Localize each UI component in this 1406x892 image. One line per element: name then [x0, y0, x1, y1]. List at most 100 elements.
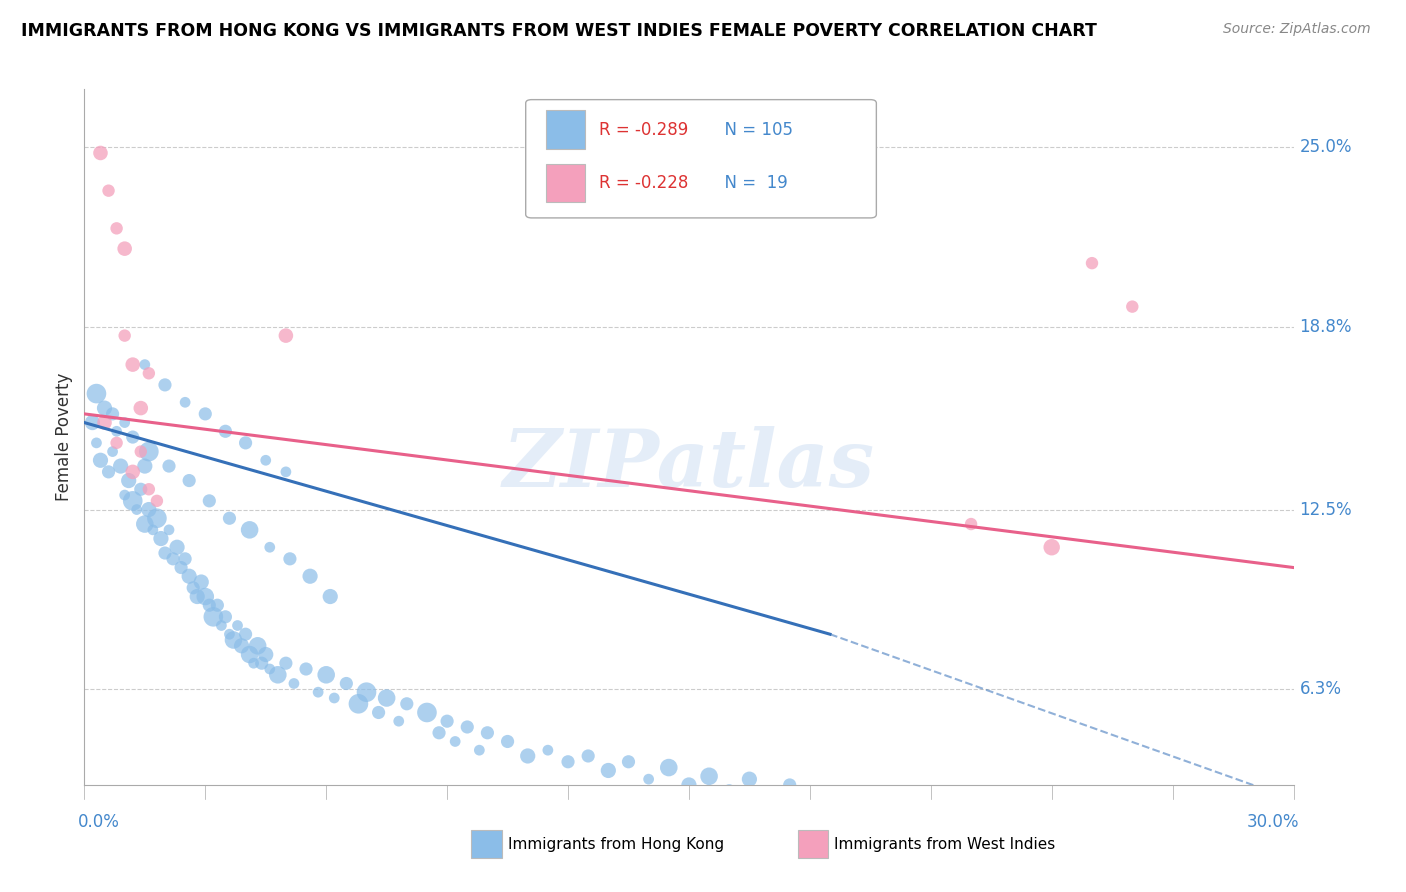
- Point: [254, 453, 277, 467]
- Point: [89, 146, 111, 161]
- Point: [179, 474, 201, 488]
- Point: [207, 599, 229, 613]
- Point: [146, 511, 169, 525]
- Point: [114, 328, 136, 343]
- Point: [105, 221, 128, 235]
- Point: [678, 778, 700, 792]
- Point: [218, 627, 240, 641]
- Point: [799, 801, 821, 815]
- Point: [121, 430, 143, 444]
- Point: [235, 436, 257, 450]
- FancyBboxPatch shape: [471, 830, 502, 858]
- Point: [101, 444, 124, 458]
- Text: 18.8%: 18.8%: [1299, 318, 1353, 336]
- Point: [149, 532, 172, 546]
- Point: [129, 482, 152, 496]
- Point: [222, 633, 245, 648]
- Text: ZIPatlas: ZIPatlas: [503, 426, 875, 504]
- Point: [121, 494, 143, 508]
- Point: [153, 546, 176, 560]
- Point: [218, 511, 240, 525]
- Point: [388, 714, 411, 728]
- Point: [93, 416, 115, 430]
- Point: [718, 784, 741, 798]
- Point: [697, 769, 720, 783]
- Point: [758, 792, 780, 806]
- Point: [960, 517, 983, 532]
- Point: [214, 610, 236, 624]
- Point: [818, 792, 841, 806]
- Point: [86, 386, 108, 401]
- Text: Immigrants from Hong Kong: Immigrants from Hong Kong: [508, 837, 724, 852]
- Point: [114, 242, 136, 256]
- Point: [576, 749, 599, 764]
- Point: [1081, 256, 1104, 270]
- Point: [134, 517, 156, 532]
- Point: [416, 706, 439, 720]
- Point: [278, 551, 301, 566]
- Point: [274, 465, 297, 479]
- Point: [250, 657, 273, 671]
- Point: [246, 639, 269, 653]
- Y-axis label: Female Poverty: Female Poverty: [55, 373, 73, 501]
- Point: [267, 667, 290, 681]
- Point: [557, 755, 579, 769]
- Text: 12.5%: 12.5%: [1299, 500, 1353, 518]
- Point: [186, 590, 208, 604]
- Point: [598, 764, 620, 778]
- Point: [496, 734, 519, 748]
- Point: [436, 714, 458, 728]
- Point: [114, 488, 136, 502]
- Point: [157, 523, 180, 537]
- Point: [174, 551, 197, 566]
- Point: [235, 627, 257, 641]
- Point: [274, 328, 297, 343]
- FancyBboxPatch shape: [547, 111, 585, 149]
- Text: R = -0.289: R = -0.289: [599, 120, 689, 138]
- Point: [105, 425, 128, 439]
- Text: 6.3%: 6.3%: [1299, 681, 1341, 698]
- Point: [468, 743, 491, 757]
- Point: [194, 407, 217, 421]
- Point: [242, 657, 264, 671]
- Point: [395, 697, 418, 711]
- Point: [146, 494, 169, 508]
- Point: [179, 569, 201, 583]
- Point: [86, 436, 108, 450]
- Point: [427, 726, 450, 740]
- Point: [153, 378, 176, 392]
- Point: [138, 502, 160, 516]
- FancyBboxPatch shape: [547, 164, 585, 202]
- Point: [315, 667, 337, 681]
- Text: 0.0%: 0.0%: [79, 813, 120, 830]
- Point: [477, 726, 499, 740]
- Point: [367, 706, 389, 720]
- Point: [142, 523, 165, 537]
- Point: [319, 590, 342, 604]
- Point: [138, 366, 160, 380]
- Point: [157, 458, 180, 473]
- Point: [97, 465, 120, 479]
- Point: [537, 743, 560, 757]
- Point: [181, 581, 204, 595]
- Point: [323, 690, 346, 705]
- Text: 30.0%: 30.0%: [1247, 813, 1299, 830]
- Point: [239, 648, 262, 662]
- Point: [166, 541, 188, 555]
- Point: [335, 676, 357, 690]
- Point: [190, 574, 212, 589]
- Point: [105, 436, 128, 450]
- Point: [134, 358, 156, 372]
- FancyBboxPatch shape: [797, 830, 828, 858]
- Point: [198, 599, 221, 613]
- Point: [89, 453, 111, 467]
- Point: [93, 401, 115, 416]
- Text: 25.0%: 25.0%: [1299, 138, 1353, 156]
- Point: [274, 657, 297, 671]
- Point: [226, 618, 249, 632]
- Point: [356, 685, 378, 699]
- Point: [283, 676, 305, 690]
- Point: [299, 569, 322, 583]
- Point: [239, 523, 262, 537]
- FancyBboxPatch shape: [526, 100, 876, 218]
